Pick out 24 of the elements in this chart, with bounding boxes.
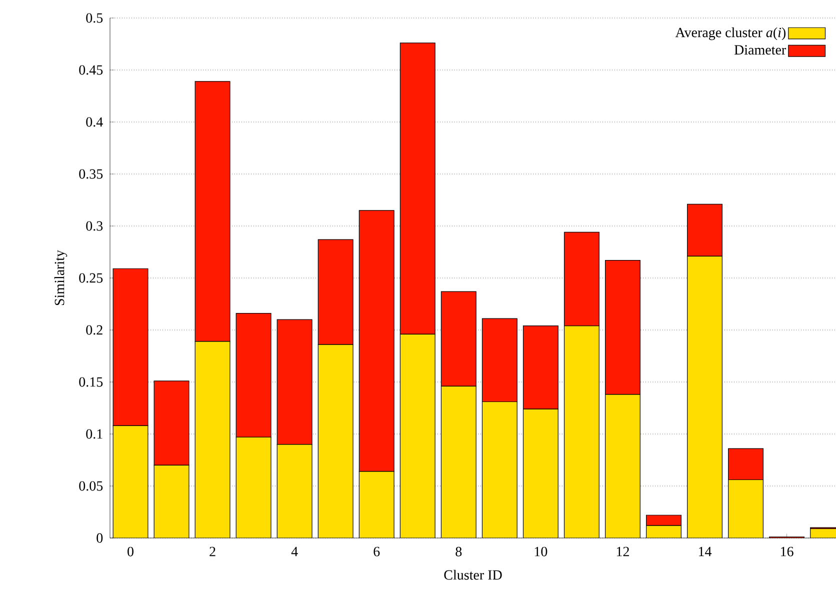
y-tick-label: 0.1 <box>86 429 102 439</box>
x-tick-label: 12 <box>616 546 629 556</box>
y-tick-label: 0 <box>96 533 103 543</box>
y-axis-title: Similarity <box>54 250 68 306</box>
x-axis-title: Cluster ID <box>444 570 502 580</box>
legend-label: Diameter <box>734 45 786 55</box>
x-tick-label: 2 <box>210 546 216 556</box>
x-tick-label: 16 <box>781 546 794 556</box>
x-tick-label: 6 <box>374 546 380 556</box>
y-tick-label: 0.25 <box>79 273 103 283</box>
y-tick-label: 0.15 <box>79 377 103 387</box>
y-tick-label: 0.4 <box>86 117 103 127</box>
y-tick-label: 0.05 <box>79 481 103 491</box>
y-tick-label: 0.3 <box>86 221 103 231</box>
y-tick-label: 0.45 <box>79 65 103 75</box>
legend-label: Average cluster a(i) <box>675 27 786 40</box>
x-tick-label: 14 <box>698 546 712 556</box>
x-tick-label: 10 <box>534 546 548 556</box>
y-tick-label: 0.2 <box>86 325 102 335</box>
y-tick-label: 0.35 <box>79 169 103 179</box>
y-tick-label: 0.5 <box>86 13 103 23</box>
x-tick-label: 0 <box>128 546 134 556</box>
x-tick-label: 8 <box>456 546 462 556</box>
x-tick-label: 4 <box>291 546 298 556</box>
